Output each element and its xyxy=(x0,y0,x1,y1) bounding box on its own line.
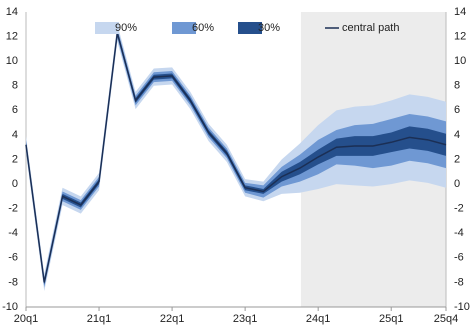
y-tick-label: 8 xyxy=(12,80,18,92)
y2-tick-label: -8 xyxy=(454,276,464,288)
y-tick-label: 12 xyxy=(6,30,18,42)
legend-label: central path xyxy=(342,22,399,34)
y-tick-label: -10 xyxy=(2,301,18,313)
y2-tick-label: 6 xyxy=(454,104,460,116)
x-tick-label: 21q1 xyxy=(87,313,111,325)
central-path-line xyxy=(25,32,447,283)
y-tick-label: 2 xyxy=(12,153,18,165)
y2-tick-label: 2 xyxy=(454,153,460,165)
y-tick-label: 10 xyxy=(6,55,18,67)
y2-tick-label: 8 xyxy=(454,80,460,92)
y2-tick-label: -2 xyxy=(454,203,464,215)
y2-tick-label: -6 xyxy=(454,252,464,264)
y-tick-label: -8 xyxy=(8,276,18,288)
legend-swatch xyxy=(238,22,262,34)
y-tick-label: -4 xyxy=(8,227,18,239)
x-tick-label: 24q1 xyxy=(306,313,330,325)
y-tick-label: 14 xyxy=(6,6,18,18)
y-tick-label: 6 xyxy=(12,104,18,116)
y-tick-label: 0 xyxy=(12,178,18,190)
x-tick-label: 23q1 xyxy=(233,313,257,325)
legend-label: 90% xyxy=(115,22,137,34)
x-tick-label: 25q4 xyxy=(434,313,458,325)
fan-band xyxy=(26,24,446,292)
legend-label: 60% xyxy=(192,22,214,34)
x-tick-label: 20q1 xyxy=(14,313,38,325)
y2-tick-label: -4 xyxy=(454,227,464,239)
x-tick-label: 22q1 xyxy=(160,313,184,325)
y2-tick-label: 0 xyxy=(454,178,460,190)
fan-band xyxy=(26,27,446,288)
legend-label: 30% xyxy=(258,22,280,34)
y2-tick-label: 12 xyxy=(454,30,466,42)
y2-tick-label: 10 xyxy=(454,55,466,67)
legend-swatch xyxy=(172,22,196,34)
y2-tick-label: 14 xyxy=(454,6,466,18)
legend-swatch xyxy=(95,22,119,34)
y2-tick-label: -10 xyxy=(454,301,470,313)
y-tick-label: -2 xyxy=(8,203,18,215)
x-tick-label: 25q1 xyxy=(379,313,403,325)
y2-tick-label: 4 xyxy=(454,129,460,141)
y-tick-label: 4 xyxy=(12,129,18,141)
y-tick-label: -6 xyxy=(8,252,18,264)
